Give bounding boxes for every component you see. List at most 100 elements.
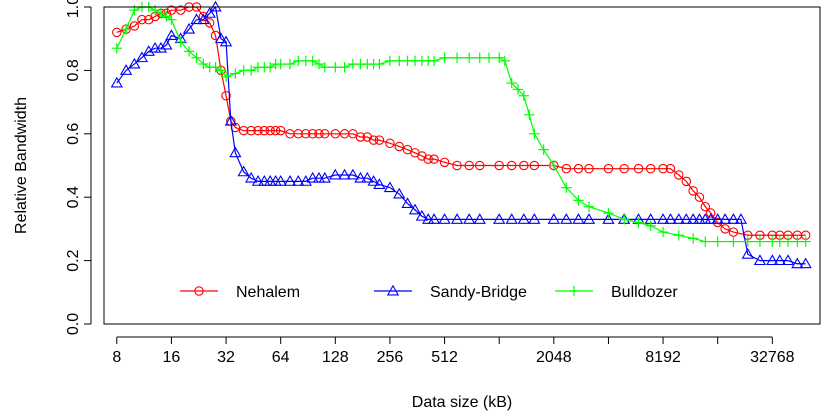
series-line <box>116 5 806 265</box>
data-point <box>694 192 705 202</box>
data-point <box>386 284 400 296</box>
data-point <box>429 154 439 164</box>
data-point <box>688 186 698 196</box>
x-tick-label: 64 <box>272 349 290 366</box>
data-point <box>259 125 270 136</box>
data-point <box>112 27 122 38</box>
data-point <box>367 175 380 186</box>
legend-label: Sandy-Bridge <box>430 284 527 301</box>
data-point <box>673 230 684 241</box>
data-point <box>619 163 629 174</box>
data-point <box>301 129 311 139</box>
y-tick-label: 0.4 <box>65 186 82 208</box>
x-tick-label: 16 <box>163 349 181 366</box>
data-point <box>512 84 524 95</box>
data-point <box>318 171 331 183</box>
data-point <box>658 163 668 174</box>
data-point <box>275 58 286 70</box>
data-point <box>656 213 670 224</box>
data-point <box>711 213 724 224</box>
data-point <box>306 171 319 183</box>
data-point <box>383 181 397 193</box>
data-point <box>529 128 540 139</box>
data-point <box>313 58 325 70</box>
data-point <box>451 52 463 63</box>
data-point <box>270 125 281 136</box>
data-point <box>307 129 318 139</box>
data-point <box>275 125 286 136</box>
data-point <box>283 175 297 186</box>
data-point <box>237 165 250 177</box>
data-point <box>394 141 404 152</box>
x-tick-label: 8 <box>112 349 121 366</box>
data-point <box>165 29 178 40</box>
y-tick-label: 1.0 <box>65 0 82 18</box>
data-point <box>474 160 485 171</box>
data-point <box>603 163 614 174</box>
data-point <box>681 176 692 187</box>
data-point <box>781 254 795 266</box>
data-point <box>493 52 505 63</box>
data-point <box>665 163 676 174</box>
data-point <box>687 233 699 244</box>
data-point <box>538 144 549 155</box>
data-point <box>129 21 140 31</box>
data-point <box>568 285 580 297</box>
legend-label: Nehalem <box>236 284 300 301</box>
data-point <box>166 5 177 15</box>
x-tick-label: 8192 <box>645 349 681 366</box>
data-point <box>182 22 196 34</box>
data-point <box>293 129 304 139</box>
x-axis-label: Data size (kB) <box>412 394 512 411</box>
data-point <box>483 52 495 63</box>
data-point <box>191 52 202 63</box>
data-point <box>144 14 154 25</box>
data-point <box>547 213 560 224</box>
data-point <box>224 114 237 126</box>
data-point <box>693 213 706 224</box>
data-point <box>572 213 585 224</box>
data-point <box>439 157 450 168</box>
data-point <box>198 58 209 70</box>
data-point <box>633 163 644 174</box>
data-point <box>548 160 560 171</box>
data-point <box>773 254 786 266</box>
data-point <box>524 109 535 120</box>
data-point <box>362 132 373 142</box>
data-point <box>339 62 350 73</box>
data-point <box>408 203 422 215</box>
data-point <box>506 160 517 171</box>
data-point <box>473 213 486 224</box>
data-point <box>175 5 186 15</box>
data-point <box>734 213 748 224</box>
data-point <box>791 257 804 269</box>
data-point <box>111 43 123 54</box>
data-point <box>474 52 485 63</box>
data-point <box>494 160 504 171</box>
data-point <box>428 55 440 67</box>
data-point <box>718 213 732 224</box>
x-tick-label: 512 <box>431 349 458 366</box>
data-point <box>319 62 330 73</box>
data-point <box>374 58 385 70</box>
data-point <box>561 163 572 174</box>
data-point <box>230 68 241 79</box>
data-point <box>603 207 614 219</box>
data-point <box>754 236 766 247</box>
series-layer <box>110 0 812 269</box>
data-point <box>135 51 149 63</box>
data-point <box>700 236 711 247</box>
data-point <box>137 14 147 25</box>
legend-item: Nehalem <box>180 284 300 301</box>
y-tick-label: 0.6 <box>65 123 82 145</box>
data-point <box>618 214 630 225</box>
data-point <box>110 76 123 88</box>
data-point <box>393 187 406 199</box>
data-point <box>633 217 644 228</box>
legend: Nehalem Sandy-Bridge Bulldozer <box>180 284 678 301</box>
data-point <box>219 35 233 47</box>
data-point <box>330 129 341 139</box>
data-point <box>700 201 711 212</box>
data-point <box>346 168 360 180</box>
